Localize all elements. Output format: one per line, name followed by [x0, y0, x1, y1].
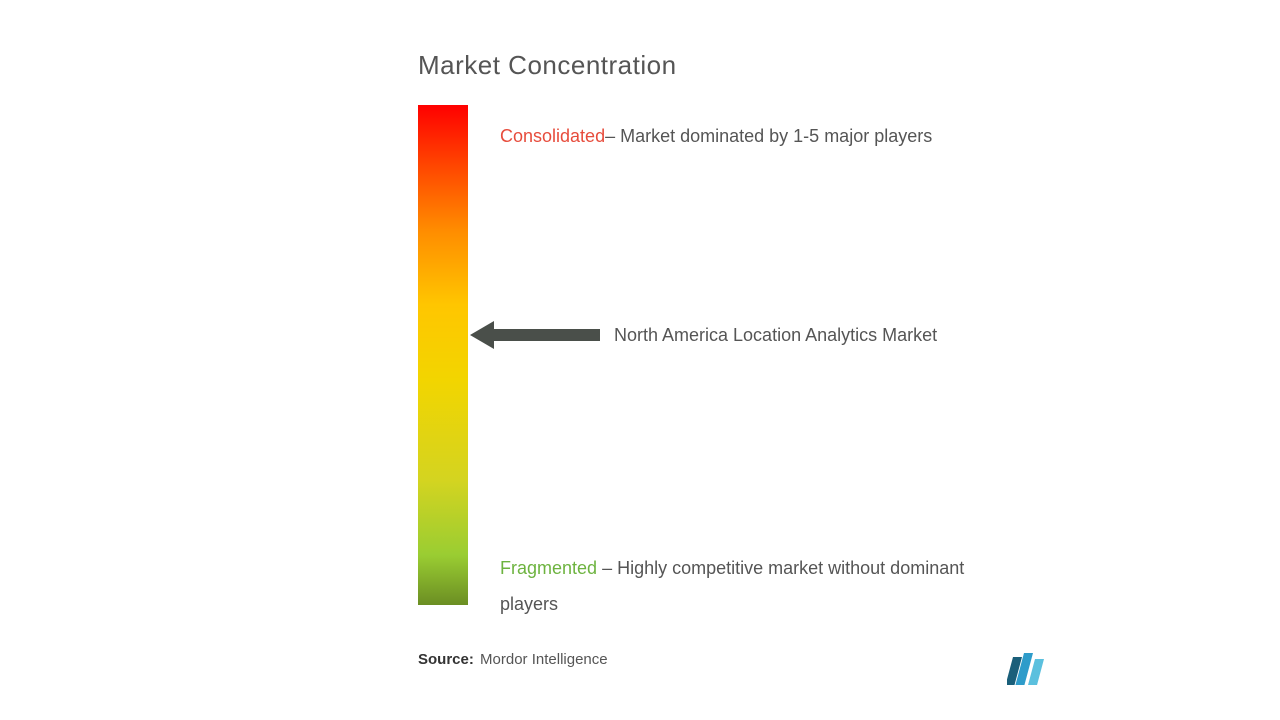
- mordor-logo-icon: [1007, 649, 1055, 685]
- fragmented-label: Fragmented: [500, 558, 597, 578]
- consolidated-label-block: Consolidated– Market dominated by 1-5 ma…: [500, 118, 970, 154]
- source-attribution: Source: Mordor Intelligence: [418, 651, 608, 668]
- consolidated-description: – Market dominated by 1-5 major players: [605, 126, 932, 146]
- market-name-label: North America Location Analytics Market: [614, 325, 937, 346]
- market-position-marker: North America Location Analytics Market: [470, 319, 937, 351]
- source-label: Source:: [418, 651, 474, 668]
- arrow-left-icon: [470, 319, 600, 351]
- page-title: Market Concentration: [418, 50, 677, 81]
- source-value: Mordor Intelligence: [480, 651, 608, 668]
- concentration-gradient-bar: [418, 105, 468, 605]
- consolidated-label: Consolidated: [500, 126, 605, 146]
- fragmented-label-block: Fragmented – Highly competitive market w…: [500, 550, 980, 622]
